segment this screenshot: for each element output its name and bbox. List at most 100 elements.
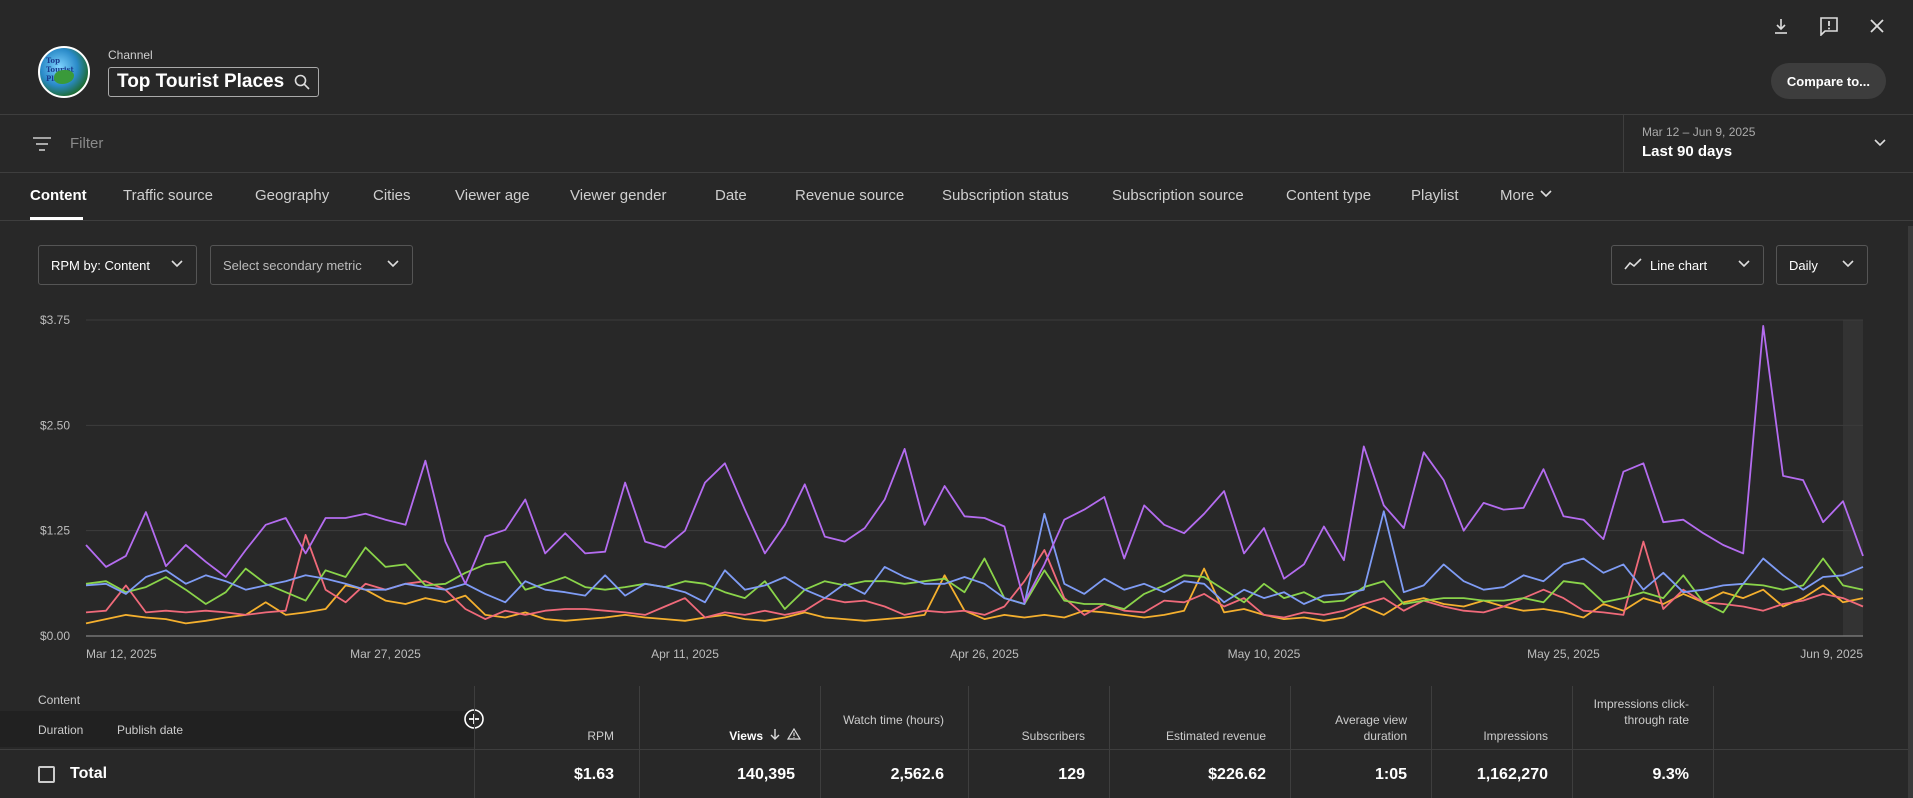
sort-down-icon bbox=[769, 728, 781, 744]
search-icon[interactable] bbox=[294, 74, 310, 90]
column-divider bbox=[1109, 686, 1110, 798]
total-checkbox[interactable] bbox=[38, 766, 55, 783]
tab-viewer-gender[interactable]: Viewer gender bbox=[570, 187, 667, 204]
compare-button[interactable]: Compare to... bbox=[1770, 63, 1886, 99]
channel-name: Top Tourist Places bbox=[117, 71, 285, 92]
top-icons bbox=[1771, 14, 1887, 38]
y-tick-label: $3.75 bbox=[40, 313, 70, 327]
series-line bbox=[85, 324, 1864, 604]
header-impressions[interactable]: Impressions bbox=[1483, 729, 1548, 743]
filter-bar: Filter Mar 12 – Jun 9, 2025 Last 90 days bbox=[0, 115, 1913, 173]
header-duration[interactable]: Duration bbox=[38, 723, 84, 737]
rpm-line-chart[interactable]: $0.00 $1.25 $2.50 $3.75 Mar 12, 2025 Mar 27, … bbox=[0, 300, 1913, 670]
y-tick-label: $2.50 bbox=[40, 418, 70, 432]
tab-traffic-source[interactable]: Traffic source bbox=[123, 187, 214, 204]
avatar-globe-land bbox=[54, 70, 74, 84]
close-icon[interactable] bbox=[1867, 14, 1887, 38]
chevron-down-icon bbox=[1841, 257, 1855, 274]
column-divider bbox=[1290, 686, 1291, 798]
x-tick-label: Mar 12, 2025 bbox=[86, 647, 157, 661]
column-divider bbox=[639, 686, 640, 798]
column-divider bbox=[968, 686, 969, 798]
warning-icon[interactable] bbox=[786, 727, 802, 744]
secondary-metric-label: Select secondary metric bbox=[223, 257, 362, 273]
filter-input[interactable]: Filter bbox=[70, 135, 104, 152]
chevron-down-icon bbox=[386, 257, 400, 274]
line-chart-icon bbox=[1624, 257, 1642, 274]
column-divider bbox=[1572, 686, 1573, 798]
x-tick-label: Mar 27, 2025 bbox=[350, 647, 421, 661]
download-icon[interactable] bbox=[1771, 14, 1791, 38]
total-avg-view-duration: 1:05 bbox=[1374, 766, 1407, 783]
tab-viewer-age[interactable]: Viewer age bbox=[455, 187, 530, 204]
tab-cities[interactable]: Cities bbox=[373, 187, 411, 204]
total-estimated-revenue: $226.62 bbox=[1208, 766, 1266, 783]
header-publish-date[interactable]: Publish date bbox=[117, 723, 184, 737]
active-tab-indicator bbox=[30, 217, 83, 220]
row-divider bbox=[0, 749, 1913, 750]
header-avg-view-duration[interactable]: Average view duration bbox=[1335, 713, 1407, 743]
total-views: 140,395 bbox=[737, 766, 795, 783]
chevron-down-icon bbox=[170, 257, 184, 274]
tab-content-type[interactable]: Content type bbox=[1286, 187, 1372, 204]
tab-geography[interactable]: Geography bbox=[255, 187, 330, 204]
date-range-selector[interactable]: Mar 12 – Jun 9, 2025 Last 90 days bbox=[1623, 115, 1913, 173]
tab-more[interactable]: More bbox=[1500, 187, 1552, 204]
primary-metric-dropdown[interactable]: RPM by: Content bbox=[38, 245, 197, 285]
hover-column bbox=[1843, 320, 1863, 636]
tab-date[interactable]: Date bbox=[715, 187, 747, 204]
total-impressions-ctr: 9.3% bbox=[1652, 766, 1689, 783]
header-subrow bbox=[0, 711, 474, 747]
header-views[interactable]: Views bbox=[729, 727, 802, 744]
primary-metric-label: RPM by: Content bbox=[51, 257, 150, 273]
series-line bbox=[85, 546, 1864, 614]
metrics-table: Content Duration Publish date RPM Views … bbox=[0, 686, 1913, 798]
chevron-down-icon bbox=[1873, 136, 1887, 155]
filter-icon[interactable] bbox=[32, 135, 52, 158]
channel-selector[interactable]: Top Tourist Places bbox=[108, 67, 320, 97]
chart-type-dropdown[interactable]: Line chart bbox=[1611, 245, 1764, 285]
interval-dropdown[interactable]: Daily bbox=[1776, 245, 1868, 285]
series-line bbox=[85, 567, 1864, 625]
tab-content[interactable]: Content bbox=[30, 187, 87, 204]
total-label: Total bbox=[70, 765, 108, 782]
header-views-label: Views bbox=[729, 729, 763, 743]
date-range-text: Mar 12 – Jun 9, 2025 bbox=[1642, 125, 1756, 139]
series-line bbox=[85, 510, 1864, 605]
header-content[interactable]: Content bbox=[38, 693, 81, 707]
tab-more-label: More bbox=[1500, 187, 1535, 204]
page-scrollbar[interactable] bbox=[1908, 226, 1913, 798]
tab-playlist[interactable]: Playlist bbox=[1411, 187, 1459, 204]
header-subscribers[interactable]: Subscribers bbox=[1021, 729, 1085, 743]
chevron-down-icon bbox=[1540, 187, 1552, 204]
channel-avatar[interactable]: Top Tourist Places bbox=[38, 46, 90, 98]
total-watch-time: 2,562.6 bbox=[890, 766, 944, 783]
total-impressions: 1,162,270 bbox=[1476, 766, 1548, 783]
total-rpm: $1.63 bbox=[573, 766, 614, 783]
header-estimated-revenue[interactable]: Estimated revenue bbox=[1165, 729, 1266, 743]
x-tick-label: Jun 9, 2025 bbox=[1800, 647, 1863, 661]
date-period: Last 90 days bbox=[1642, 143, 1733, 160]
header-watch-time[interactable]: Watch time (hours) bbox=[843, 713, 944, 727]
secondary-metric-dropdown[interactable]: Select secondary metric bbox=[210, 245, 413, 285]
chart-type-label: Line chart bbox=[1650, 257, 1708, 273]
tab-revenue-source[interactable]: Revenue source bbox=[795, 187, 905, 204]
column-divider bbox=[1713, 686, 1714, 798]
header-rpm[interactable]: RPM bbox=[587, 729, 614, 743]
column-divider bbox=[474, 686, 475, 798]
interval-label: Daily bbox=[1789, 257, 1818, 273]
feedback-icon[interactable] bbox=[1819, 14, 1839, 38]
header: Top Tourist Places Channel Top Tourist P… bbox=[0, 0, 1913, 115]
x-tick-label: Apr 11, 2025 bbox=[651, 647, 719, 661]
tab-subscription-status[interactable]: Subscription status bbox=[942, 187, 1069, 204]
dimension-tabs: Content Traffic source Geography Cities … bbox=[0, 173, 1913, 221]
y-tick-label: $1.25 bbox=[40, 524, 70, 538]
column-divider bbox=[820, 686, 821, 798]
tab-subscription-source[interactable]: Subscription source bbox=[1112, 187, 1244, 204]
x-tick-label: May 25, 2025 bbox=[1527, 647, 1600, 661]
chevron-down-icon bbox=[1737, 257, 1751, 274]
x-tick-label: May 10, 2025 bbox=[1228, 647, 1301, 661]
header-impressions-ctr[interactable]: Impressions click-through rate bbox=[1593, 697, 1689, 727]
channel-label: Channel bbox=[108, 48, 153, 62]
y-tick-label: $0.00 bbox=[40, 629, 70, 643]
